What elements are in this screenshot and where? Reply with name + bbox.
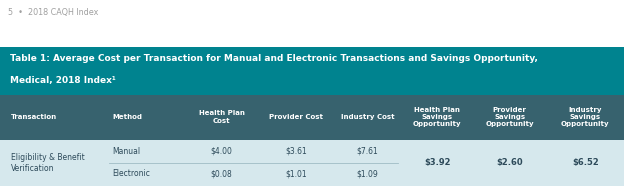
Text: Medical, 2018 Index¹: Medical, 2018 Index¹: [10, 76, 115, 84]
Bar: [0, 140, 624, 186]
Text: Method: Method: [112, 114, 142, 120]
Text: $1.01: $1.01: [286, 169, 307, 179]
Text: Provider Cost: Provider Cost: [270, 114, 323, 120]
Text: $3.61: $3.61: [286, 147, 307, 155]
Text: Manual: Manual: [112, 147, 140, 155]
Text: $4.00: $4.00: [210, 147, 233, 155]
Text: Industry Cost: Industry Cost: [341, 114, 394, 120]
Text: $0.08: $0.08: [211, 169, 232, 179]
Text: $3.92: $3.92: [424, 158, 451, 168]
Text: Industry
Savings
Opportunity: Industry Savings Opportunity: [561, 107, 610, 127]
Text: Eligibility & Benefit
Verification: Eligibility & Benefit Verification: [11, 153, 84, 173]
Text: 5  •  2018 CAQH Index: 5 • 2018 CAQH Index: [8, 7, 99, 17]
Text: Provider
Savings
Opportunity: Provider Savings Opportunity: [485, 107, 534, 127]
Bar: [0, 95, 624, 140]
Text: $7.61: $7.61: [357, 147, 378, 155]
Text: Health Plan
Savings
Opportunity: Health Plan Savings Opportunity: [413, 107, 461, 127]
Bar: [0, 47, 624, 95]
Text: $2.60: $2.60: [497, 158, 523, 168]
Text: $1.09: $1.09: [357, 169, 378, 179]
Text: Electronic: Electronic: [112, 169, 150, 179]
Text: Transaction: Transaction: [11, 114, 57, 120]
Text: $6.52: $6.52: [572, 158, 598, 168]
Text: Table 1: Average Cost per Transaction for Manual and Electronic Transactions and: Table 1: Average Cost per Transaction fo…: [10, 54, 538, 63]
Text: Health Plan
Cost: Health Plan Cost: [198, 110, 245, 124]
